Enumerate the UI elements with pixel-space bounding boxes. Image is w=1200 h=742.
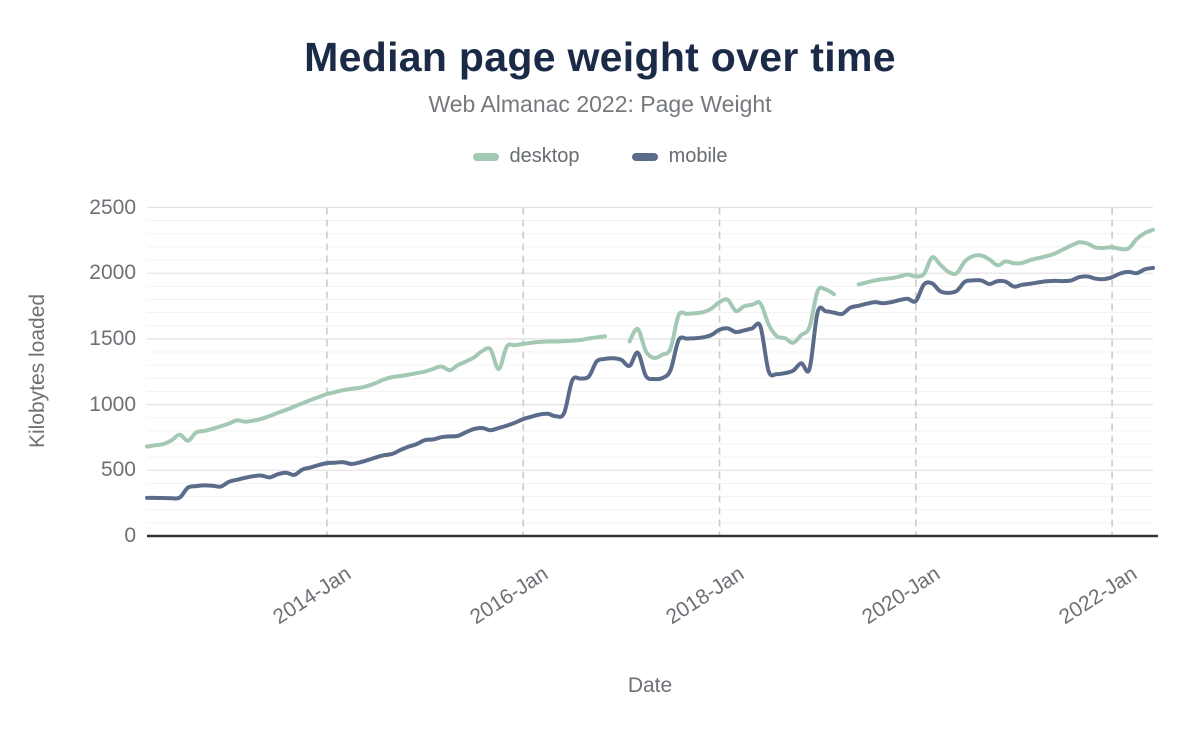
series-line-desktop (627, 285, 836, 361)
legend-item-desktop: desktop (472, 145, 580, 168)
page-subtitle: Web Almanac 2022: Page Weight (428, 91, 772, 117)
series-line-desktop (856, 227, 1155, 287)
legend: desktop mobile (0, 145, 1200, 168)
y-axis-title: Kilobytes loaded (26, 293, 49, 449)
mobile-series-swatch-icon (631, 152, 658, 161)
series-line-desktop (145, 334, 607, 449)
y-tick-label-500: 500 (100, 458, 136, 482)
series-line-mobile (145, 265, 1155, 501)
y-tick-label-1500: 1500 (89, 326, 136, 350)
desktop-series-swatch-icon (472, 152, 499, 161)
page-title: Median page weight over time (304, 34, 896, 80)
x-axis-title: Date (627, 674, 673, 697)
legend-item-mobile: mobile (631, 145, 728, 168)
y-tick-label-2000: 2000 (89, 261, 136, 285)
y-tick-label-0: 0 (124, 524, 136, 547)
y-tick-label-1000: 1000 (89, 392, 136, 416)
y-tick-label-2500: 2500 (89, 195, 136, 219)
legend-label-desktop: desktop (509, 145, 580, 167)
legend-label-mobile: mobile (668, 145, 728, 167)
